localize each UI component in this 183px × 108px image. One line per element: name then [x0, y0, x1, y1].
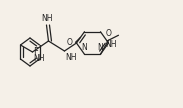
Text: NH: NH — [66, 53, 77, 62]
Text: F: F — [33, 48, 38, 56]
Text: N: N — [98, 43, 103, 52]
Text: O: O — [67, 38, 72, 47]
Text: NH: NH — [33, 54, 45, 63]
Text: NH: NH — [105, 40, 117, 49]
Text: N: N — [82, 43, 87, 52]
Text: O: O — [106, 29, 111, 38]
Text: NH: NH — [42, 14, 53, 23]
